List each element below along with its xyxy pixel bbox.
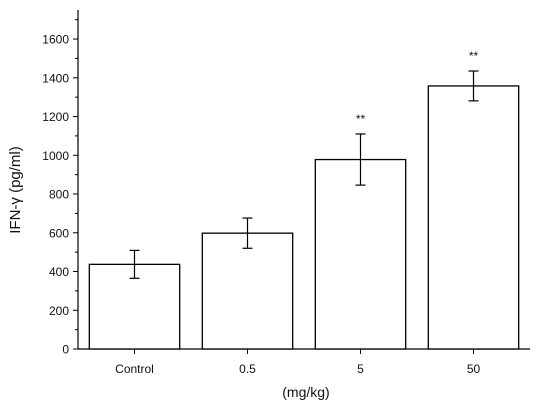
labels: 0 200 400 600 800 1000 1200 1400 1600 Control 0.5 *… bbox=[42, 33, 480, 376]
y-tick-label: 1400 bbox=[42, 71, 69, 85]
x-tick-label: 0.5 bbox=[239, 362, 256, 376]
significance-label: ** bbox=[469, 49, 479, 63]
y-tick-label: 1600 bbox=[42, 33, 69, 47]
y-tick-label: 1200 bbox=[42, 110, 69, 124]
significance-label: ** bbox=[356, 112, 366, 126]
x-axis-label: (mg/kg) bbox=[282, 384, 329, 400]
x-tick-label: Control bbox=[115, 362, 154, 376]
y-tick-label: 1000 bbox=[42, 149, 69, 163]
x-tick-label: 50 bbox=[467, 362, 481, 376]
y-tick-label: 200 bbox=[49, 304, 69, 318]
bar bbox=[201, 232, 294, 350]
bar bbox=[427, 85, 520, 350]
y-axis-label: IFN-γ (pg/ml) bbox=[7, 146, 24, 234]
x-tick-label: 5 bbox=[357, 362, 364, 376]
y-tick-label: 800 bbox=[49, 188, 69, 202]
y-tick-label: 400 bbox=[49, 265, 69, 279]
y-tick-label: 600 bbox=[49, 226, 69, 240]
bar bbox=[314, 158, 407, 350]
bars bbox=[88, 70, 520, 350]
y-tick-label: 0 bbox=[62, 343, 69, 357]
